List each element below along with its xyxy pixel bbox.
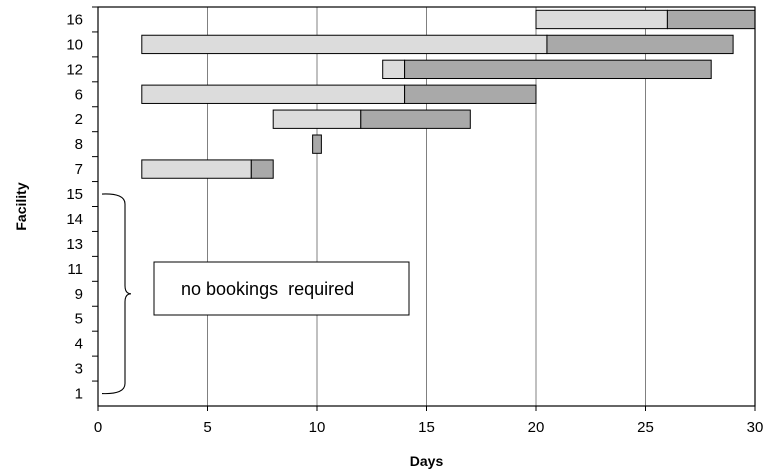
y-tick-label: 10 [66,36,83,53]
bar-segment-first [141,84,406,104]
annotation-text: no bookings required [181,279,354,299]
x-tick-label: 20 [528,419,545,436]
bar-segment-first [535,9,668,30]
bar-segment-second [404,84,537,104]
y-tick-label: 3 [75,361,83,378]
y-tick-label: 11 [67,261,83,278]
y-tick-label: 16 [66,11,83,28]
y-tick-label: 14 [66,211,83,228]
y-tick-labels: 16 10 12 6 2 8 7 15 14 13 11 9 5 4 3 1 [66,6,98,403]
bar-segment-second [404,59,712,80]
y-tick-label: 7 [75,161,83,178]
y-tick-label: 1 [75,386,83,403]
y-tick-label: 12 [66,61,83,78]
annotation-box [153,261,410,316]
x-axis-title: Days [410,453,444,469]
bar-segment-first [272,109,362,129]
y-tick-label: 6 [75,86,83,103]
y-tick-label: 2 [75,111,83,128]
x-tick-label: 0 [94,419,102,436]
x-tick-label: 15 [418,419,435,436]
bar-segment-first [141,159,252,179]
y-tick-label: 4 [75,336,83,353]
bars [141,9,756,179]
y-tick-label: 9 [75,286,83,303]
bar-segment-second [312,134,322,154]
y-tick-label: 15 [66,186,83,203]
bar-segment-second [250,159,274,179]
bar-segment-second [360,109,471,129]
x-tick-label: 5 [203,419,211,436]
bar-segment-second [666,9,756,30]
y-tick-label: 5 [75,311,83,328]
x-tick-label: 30 [747,419,764,436]
bar-segment-first [141,34,548,55]
y-axis-title: Facility [13,182,29,230]
x-tick-label: 10 [309,419,326,436]
y-tick-label: 13 [66,236,83,253]
curly-brace-icon [101,193,132,395]
bar-segment-second [546,34,734,55]
y-tick-label: 8 [75,136,83,153]
bar-segment-first [382,59,406,80]
x-tick-labels: 0 5 10 15 20 25 30 [94,406,764,436]
x-tick-label: 25 [637,419,654,436]
